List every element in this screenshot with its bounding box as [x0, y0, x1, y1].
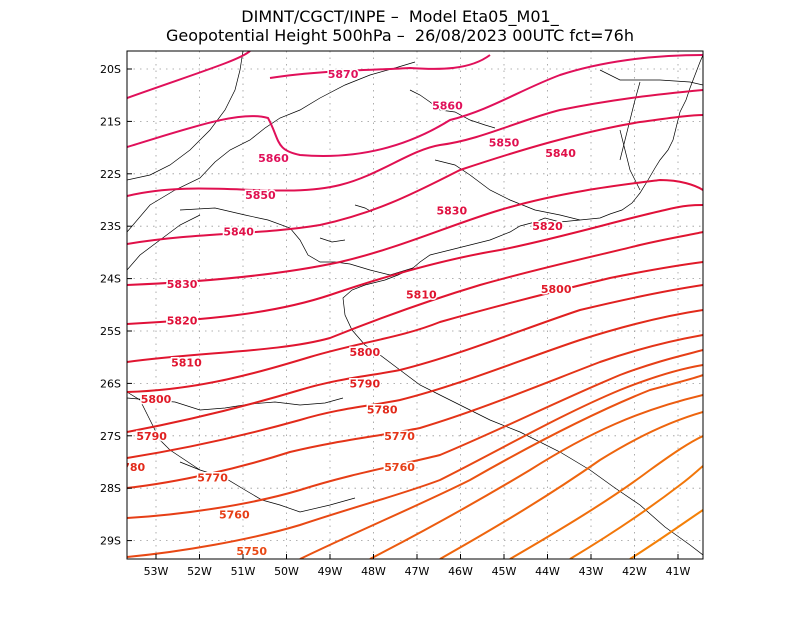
contour-label-5810: 5810	[406, 288, 437, 301]
coastline-borders	[127, 51, 703, 556]
brazil-coastline	[342, 54, 703, 556]
contour-5740	[299, 374, 703, 559]
lon-label: 44W	[535, 565, 560, 578]
contour-5760	[127, 349, 703, 519]
contour-label-5800: 5800	[141, 393, 172, 406]
lat-label: 21S	[100, 115, 121, 128]
lon-label: 51W	[231, 565, 256, 578]
contour-5770	[127, 334, 703, 489]
lat-label: 24S	[100, 273, 121, 286]
contour-label-5850: 5850	[489, 136, 520, 149]
contour-label-5840: 5840	[223, 225, 254, 238]
contour-5700	[569, 465, 703, 559]
contour-5840	[127, 114, 703, 245]
contour-5820	[127, 204, 703, 325]
state-border-sc-rs	[179, 461, 356, 513]
lat-label: 20S	[100, 63, 121, 76]
contour-5730	[369, 394, 703, 559]
lat-label: 26S	[100, 377, 121, 390]
state-border-mg-ba	[599, 69, 703, 86]
contour-5830	[127, 178, 703, 286]
lon-label: 47W	[405, 565, 430, 578]
lon-label: 42W	[622, 565, 647, 578]
contour-label-5840: 5840	[545, 147, 576, 160]
map-frame	[126, 50, 704, 560]
contour-label-5780: 5780	[115, 461, 146, 474]
contour-5690	[629, 509, 703, 559]
title-line-2: Geopotential Height 500hPa – 26/08/2023 …	[165, 26, 634, 45]
contour-label-5800: 5800	[349, 346, 380, 359]
lon-label: 46W	[448, 565, 473, 578]
state-border-pr-sc	[127, 397, 344, 411]
lon-label: 45W	[492, 565, 517, 578]
contour-label-5760: 5760	[384, 461, 415, 474]
lon-label: 49W	[318, 565, 343, 578]
contour-5810	[127, 231, 703, 363]
contour-5860	[127, 54, 703, 157]
contour-label-5870: 5870	[328, 68, 359, 81]
contour-label-5860: 5860	[432, 100, 463, 113]
lon-label: 53W	[144, 565, 169, 578]
contour-label-5800: 5800	[541, 283, 572, 296]
lat-label: 27S	[100, 430, 121, 443]
state-border-mg-es	[619, 129, 641, 191]
lat-label: 23S	[100, 220, 121, 233]
map-gridlines	[127, 51, 703, 559]
lon-label: 50W	[274, 565, 299, 578]
lat-label: 29S	[100, 535, 121, 548]
state-border-go-mg	[127, 51, 244, 181]
contour-5870	[127, 51, 491, 99]
contour-label-5820: 5820	[167, 315, 198, 328]
contour-5850	[127, 89, 703, 197]
contour-labels: 5870 5860 5860 5850 5850 5840 5840 5830 5830 5820…	[115, 67, 578, 559]
contour-label-5820: 5820	[532, 220, 563, 233]
contour-5800	[127, 261, 703, 393]
border-argentina	[127, 391, 201, 471]
title-line-1: DIMNT/CGCT/INPE – Model Eta05_M01_	[241, 7, 559, 26]
contour-label-5780: 5780	[367, 404, 398, 417]
lon-label: 52W	[187, 565, 212, 578]
contour-label-5830: 5830	[167, 278, 198, 291]
contour-5780	[127, 309, 703, 459]
state-border-mg-sp	[127, 61, 416, 233]
lon-label: 43W	[579, 565, 604, 578]
state-border-mg-ba-2	[619, 81, 641, 161]
state-border-sp-pr	[179, 207, 414, 276]
contour-label-5790: 5790	[136, 430, 167, 443]
contour-label-5830: 5830	[436, 204, 467, 217]
contour-label-5750: 5750	[236, 545, 267, 558]
contour-label-5860: 5860	[258, 152, 289, 165]
contour-5750	[127, 364, 703, 558]
contour-label-5770: 5770	[197, 472, 228, 485]
contour-5710	[509, 435, 703, 559]
contour-label-5790: 5790	[349, 377, 380, 390]
lon-label: 41W	[666, 565, 691, 578]
axis-ticks: 53W 52W 51W 50W 49W 48W 47W 46W 45W 44W 43W 42W 41W 2…	[100, 63, 691, 578]
state-border-mg-rj	[434, 159, 581, 221]
contour-label-5850: 5850	[245, 189, 276, 202]
contour-label-5760: 5760	[219, 508, 250, 521]
lat-label: 22S	[100, 168, 121, 181]
contour-label-5770: 5770	[384, 430, 415, 443]
contour-5790	[127, 284, 703, 433]
contour-lines	[127, 51, 703, 559]
lat-label: 25S	[100, 325, 121, 338]
lon-label: 48W	[361, 565, 386, 578]
contour-5720	[439, 411, 703, 559]
contour-label-5810: 5810	[171, 356, 202, 369]
lat-label: 28S	[100, 482, 121, 495]
